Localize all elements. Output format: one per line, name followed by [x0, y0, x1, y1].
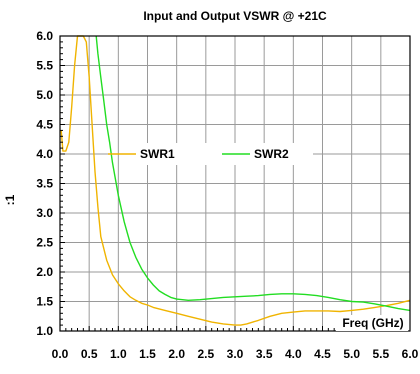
legend-label-swr1: SWR1	[140, 147, 175, 161]
x-tick-label: 3.0	[227, 347, 244, 361]
x-tick-label: 2.0	[168, 347, 185, 361]
legend-label-swr2: SWR2	[254, 147, 289, 161]
x-axis-label-background	[336, 315, 408, 331]
y-tick-label: 4.5	[36, 118, 53, 132]
y-tick-label: 3.0	[36, 206, 53, 220]
y-tick-label: 2.5	[36, 236, 53, 250]
x-tick-label: 4.5	[314, 347, 331, 361]
y-tick-label: 1.5	[36, 295, 53, 309]
legend-background	[130, 143, 313, 165]
y-tick-label: 3.5	[36, 177, 53, 191]
x-tick-label: 3.5	[256, 347, 273, 361]
x-tick-label: 0.5	[81, 347, 98, 361]
y-tick-label: 4.0	[36, 147, 53, 161]
y-axis-label: :1	[3, 194, 17, 205]
y-tick-label: 5.0	[36, 88, 53, 102]
x-tick-label: 2.5	[197, 347, 214, 361]
legend: SWR1 SWR2	[108, 143, 313, 165]
series-line-swr2	[95, 35, 411, 312]
x-tick-label: 5.5	[372, 347, 389, 361]
x-tick-label: 4.0	[285, 347, 302, 361]
y-tick-label: 1.0	[36, 324, 53, 338]
y-tick-label: 6.0	[36, 29, 53, 43]
x-tick-label: 5.0	[343, 347, 360, 361]
y-tick-label: 5.5	[36, 59, 53, 73]
x-axis-label: Freq (GHz)	[342, 316, 403, 330]
x-tick-label: 6.0	[402, 347, 419, 361]
y-tick-label: 2.0	[36, 265, 53, 279]
grid-lines	[60, 36, 410, 331]
chart-title: Input and Output VSWR @ +21C	[143, 9, 327, 23]
x-tick-label: 1.0	[110, 347, 127, 361]
x-tick-label: 0.0	[52, 347, 69, 361]
tick-labels: 0.0 0.5 1.0 1.5 2.0 2.5 3.0 3.5 4.0 4.5 5.0 5.5 6.0 1…	[36, 29, 418, 361]
x-tick-label: 1.5	[139, 347, 156, 361]
